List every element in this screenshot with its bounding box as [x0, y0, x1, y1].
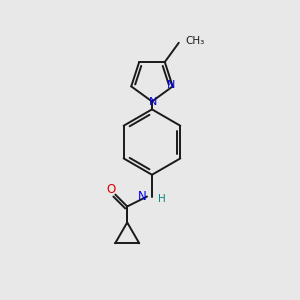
Text: N: N	[167, 80, 175, 90]
Text: CH₃: CH₃	[186, 36, 205, 46]
Text: N: N	[138, 190, 147, 203]
Text: H: H	[158, 194, 166, 203]
Text: N: N	[149, 98, 157, 107]
Text: O: O	[107, 183, 116, 196]
